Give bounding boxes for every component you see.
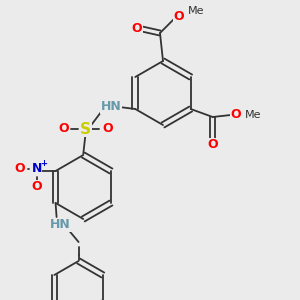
Text: O: O (14, 163, 25, 176)
Text: O: O (230, 109, 241, 122)
Text: O: O (174, 10, 184, 22)
Text: O: O (132, 22, 142, 35)
Text: S: S (80, 122, 91, 136)
Text: N: N (32, 163, 42, 176)
Text: +: + (40, 158, 47, 167)
Text: O: O (58, 122, 69, 136)
Text: O: O (102, 122, 112, 136)
Text: HN: HN (50, 218, 71, 232)
Text: O: O (207, 139, 218, 152)
Text: HN: HN (101, 100, 122, 113)
Text: O: O (31, 181, 42, 194)
Text: Me: Me (244, 110, 261, 120)
Text: Me: Me (188, 6, 204, 16)
